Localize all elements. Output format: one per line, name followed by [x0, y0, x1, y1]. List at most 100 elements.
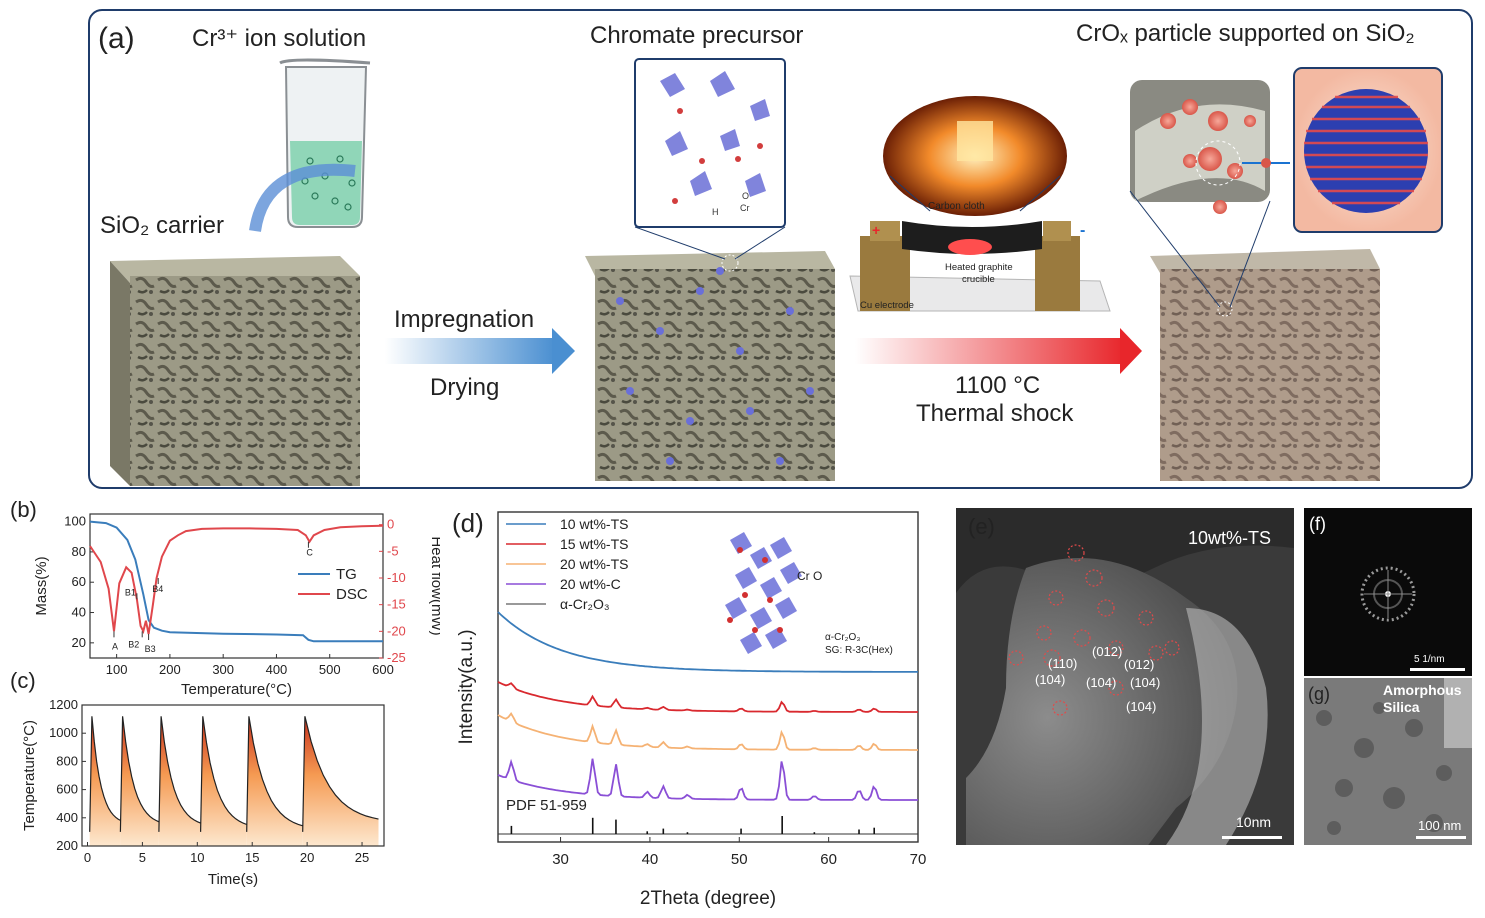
plane-104a: (104) [1035, 672, 1066, 687]
oxygen-atom [742, 592, 748, 598]
panel-g-scale-bar [1416, 836, 1466, 839]
panel-d-chart: 30 40 50 60 70 2Theta (degree) Intensity(a.u.)… [456, 511, 927, 909]
y-tick-label: 800 [56, 753, 78, 768]
cro6-octahedron [770, 537, 792, 559]
pdf-label: PDF 51-959 [506, 797, 587, 814]
cro6-octahedron [750, 607, 772, 629]
annotation-a: A [112, 641, 118, 651]
oxygen-atom [777, 627, 783, 633]
svg-text:Cr: Cr [740, 203, 750, 213]
crox-title: CrOₓ particle supported on SiO₂ [1076, 20, 1415, 47]
legend-label: 15 wt%-TS [560, 536, 628, 552]
x-tick-label: 0 [84, 850, 91, 865]
y-tick-label: 200 [56, 838, 78, 853]
annotation-b1: B1 [125, 587, 136, 597]
pulse-area [158, 716, 201, 846]
beaker-icon [279, 58, 371, 228]
y-axis-label: Intensity(a.u.) [456, 629, 477, 744]
legend-label: 10 wt%-TS [560, 516, 628, 532]
oxygen-atom [762, 557, 768, 563]
oxygen-atom [727, 617, 733, 623]
oxygen-atom [737, 547, 743, 553]
panel-e-scale-label: 10nm [1236, 814, 1272, 830]
x-tick-label: 60 [820, 851, 837, 868]
drying-label: Drying [430, 374, 500, 401]
panel-e-sample-label: 10wt%-TS [1188, 528, 1272, 548]
chromate-precursor-label: Chromate precursor [590, 22, 804, 49]
y-left-tick-label: 40 [72, 605, 86, 620]
y-right-tick-label: -25 [387, 650, 406, 665]
x-tick-label: 30 [552, 851, 569, 868]
x-tick-label: 20 [300, 850, 314, 865]
xrd-trace [497, 711, 918, 751]
annotation-b3: B3 [145, 644, 156, 654]
panel-g-tem-image [1304, 678, 1472, 845]
plane-012a: (012) [1092, 644, 1123, 659]
plane-012b: (012) [1124, 657, 1155, 672]
x-axis-label: Time(s) [208, 871, 258, 888]
svg-text:Cu electrode: Cu electrode [860, 300, 914, 311]
x-tick-label: 15 [245, 850, 259, 865]
panel-a-label: (a) [98, 22, 135, 55]
panel-a-frame [88, 9, 1473, 489]
legend-label: α-Cr₂O₃ [560, 596, 610, 612]
panel-b-chart: 100 200 300 400 500 600 20 40 60 80 100 0 -5 -10 -15 -2… [33, 513, 440, 698]
thermal-shock-arrow-icon [855, 338, 1125, 364]
cro6-octahedron [740, 632, 762, 654]
plot-frame [497, 511, 919, 843]
sio2-carrier-label: SiO₂ carrier [100, 212, 224, 239]
xrd-trace [497, 681, 918, 713]
x-tick-label: 600 [372, 662, 394, 677]
panel-e-label: (e) [968, 514, 995, 539]
panel-e-scale-bar [1222, 836, 1282, 839]
pour-arrow-icon [249, 163, 356, 233]
cro6-octahedron [765, 627, 787, 649]
annotation-b2: B2 [128, 639, 139, 649]
crox-cube-icon [1150, 249, 1380, 481]
pulse-area [200, 716, 247, 846]
y-left-tick-label: 20 [72, 635, 86, 650]
pulse-area [120, 716, 159, 846]
impregnation-label: Impregnation [394, 306, 535, 333]
x-tick-label: 100 [106, 662, 128, 677]
y-tick-label: 600 [56, 782, 78, 797]
x-axis-label: 2Theta (degree) [640, 888, 776, 909]
cro6-octahedron [775, 597, 797, 619]
y-right-axis-label: Heat flow(mW) [428, 536, 440, 635]
sio2-cube-icon [110, 256, 360, 486]
crystal-structure-icon [725, 532, 802, 654]
y-right-tick-label: -15 [387, 597, 406, 612]
oxygen-atom [767, 597, 773, 603]
svg-text:H: H [712, 207, 719, 217]
y-left-axis-label: Mass(%) [33, 556, 50, 615]
thermal-shock-label: Thermal shock [916, 400, 1074, 427]
x-tick-label: 500 [319, 662, 341, 677]
pulse-area [89, 716, 121, 846]
cro6-octahedron [735, 567, 757, 589]
xrd-trace [497, 611, 918, 673]
cro6-octahedron [725, 597, 747, 619]
plane-104b: (104) [1086, 675, 1117, 690]
thermal-shock-device-icon [849, 221, 1111, 312]
svg-text:Heated graphite: Heated graphite [945, 262, 1013, 273]
panel-g-label: (g) [1308, 684, 1330, 704]
cro6-octahedron [780, 562, 802, 584]
svg-text:O: O [742, 191, 749, 201]
annotation-c: C [306, 548, 313, 558]
x-tick-label: 200 [159, 662, 181, 677]
y-right-tick-label: -10 [387, 570, 406, 585]
y-tick-label: 1000 [49, 725, 78, 740]
series-line-dsc [89, 524, 384, 635]
x-tick-label: 10 [190, 850, 204, 865]
cro6-octahedron [750, 547, 772, 569]
panel-f-fft-image [1304, 508, 1472, 676]
svg-text:crucible: crucible [962, 274, 995, 285]
svg-text:-: - [1080, 222, 1085, 239]
cro6-octahedron [730, 532, 752, 554]
plot-frame [81, 704, 385, 847]
x-tick-label: 300 [212, 662, 234, 677]
x-tick-label: 70 [910, 851, 927, 868]
y-right-tick-label: 0 [387, 517, 394, 532]
x-tick-label: 25 [355, 850, 369, 865]
panel-g-scale-label: 100 nm [1418, 818, 1462, 833]
